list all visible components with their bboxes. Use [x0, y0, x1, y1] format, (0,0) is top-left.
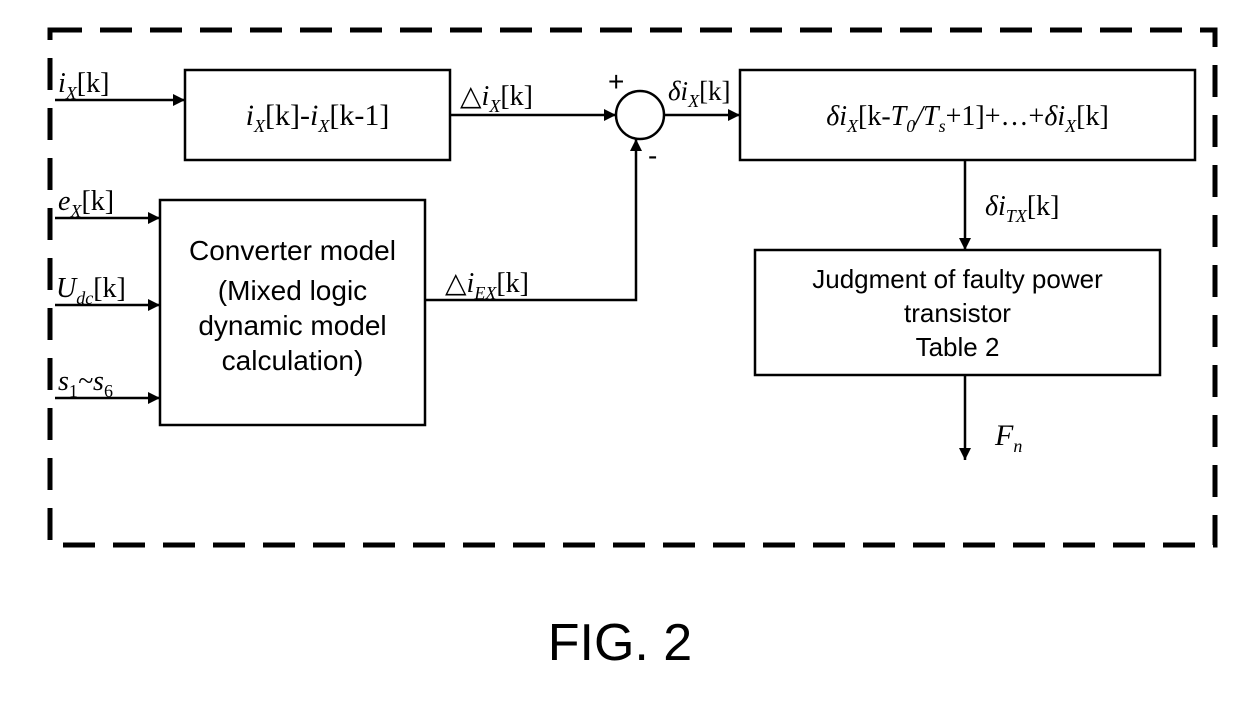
text-conv-3: calculation): [222, 345, 364, 376]
arrowhead: [959, 238, 971, 250]
arrowhead: [148, 212, 160, 224]
arrowhead: [728, 109, 740, 121]
text-conv-0: Converter model: [189, 235, 396, 266]
label-input-s: s1~s6: [58, 366, 113, 401]
label-output-Fn: Fn: [994, 419, 1022, 456]
label-input-iX: iX[k]: [58, 68, 109, 103]
sign-minus: -: [648, 140, 657, 171]
arrowhead: [959, 448, 971, 460]
summing-junction: [616, 91, 664, 139]
text-judge-2: Table 2: [916, 332, 1000, 362]
arrowhead: [604, 109, 616, 121]
arrowhead: [630, 139, 642, 151]
arrowhead: [173, 94, 185, 106]
text-judge-1: transistor: [904, 298, 1011, 328]
label-delta-iEX: △iEX[k]: [445, 268, 529, 303]
label-delta-sj: δiX[k]: [668, 76, 731, 111]
label-input-eX: eX[k]: [58, 186, 114, 221]
sign-plus: +: [608, 66, 624, 97]
text-conv-1: (Mixed logic: [218, 275, 367, 306]
arrowhead: [148, 299, 160, 311]
label-delta-TX: δiTX[k]: [985, 191, 1059, 226]
text-conv-2: dynamic model: [198, 310, 386, 341]
label-delta-iX: △iX[k]: [460, 81, 533, 116]
text-judge-0: Judgment of faulty power: [812, 264, 1103, 294]
figure-caption: FIG. 2: [548, 614, 692, 672]
label-input-Udc: Udc[k]: [56, 273, 126, 308]
eq-diff: iX[k]-iX[k-1]: [246, 99, 390, 136]
arrowhead: [148, 392, 160, 404]
